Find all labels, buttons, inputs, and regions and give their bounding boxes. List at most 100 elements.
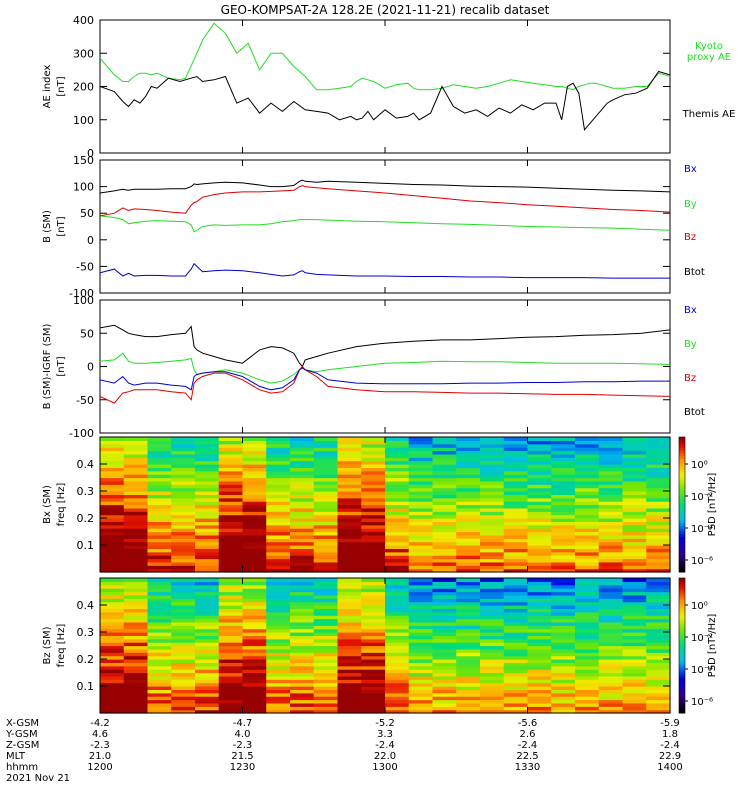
spectrogram-cell — [361, 548, 386, 553]
spectrogram-cell — [575, 494, 600, 499]
spectrogram-cell — [195, 638, 220, 643]
spectrogram-cell — [551, 682, 576, 687]
spectrogram-cell — [171, 528, 196, 533]
spectrogram-cell — [147, 699, 172, 704]
spectrogram-cell — [147, 645, 172, 650]
spectrogram-cell — [242, 702, 267, 707]
spectrogram-cell — [266, 453, 291, 458]
spectrogram-cell — [195, 474, 220, 479]
spectrogram-cell — [480, 541, 505, 546]
spectrogram-cell — [551, 709, 576, 714]
spectrogram-cell — [123, 699, 149, 704]
spectrogram-cell — [313, 652, 339, 657]
spectrogram-cell — [313, 545, 339, 549]
spectrogram-cell — [242, 605, 267, 609]
spectrogram-cell — [575, 618, 600, 623]
spectrogram-cell — [242, 480, 267, 485]
spectrogram-cell — [290, 682, 315, 687]
spectrogram-cell — [551, 706, 576, 711]
spectrogram-cell — [432, 531, 457, 536]
spectrogram-cell — [598, 555, 624, 560]
spectrogram-cell — [195, 457, 220, 462]
spectrogram-cell — [195, 521, 220, 526]
spectrogram-cell — [242, 453, 267, 458]
spectrogram-cell — [290, 689, 315, 694]
spectrogram-cell — [527, 548, 552, 553]
spectrogram-cell — [646, 568, 671, 573]
spectrogram-cell — [527, 511, 552, 516]
spectrogram-cell — [313, 558, 339, 563]
spectrogram-cell — [361, 467, 386, 472]
spectrogram-cell — [337, 648, 362, 653]
spectrogram-cell — [242, 524, 267, 529]
spectrogram-cell — [456, 672, 481, 677]
spectrogram-cell — [171, 672, 196, 677]
spectrogram-cell — [503, 659, 529, 663]
spectrogram-cell — [361, 696, 386, 701]
spectrogram-cell — [337, 601, 362, 606]
spectrogram-cell — [385, 638, 410, 643]
spectrogram-cell — [598, 514, 624, 519]
spectrogram-cell — [575, 608, 600, 613]
spectrogram-cell — [480, 594, 505, 599]
spectrogram-cell — [171, 659, 196, 663]
spectrogram-cell — [408, 548, 434, 553]
spectrogram-cell — [622, 524, 647, 529]
spectrogram-cell — [646, 686, 671, 690]
spectrogram-cell — [337, 470, 362, 475]
spectrogram-cell — [123, 605, 149, 609]
spectrogram-cell — [598, 594, 624, 599]
spectrogram-cell — [480, 457, 505, 462]
spectrogram-cell — [575, 665, 600, 670]
spectrogram-cell — [480, 591, 505, 596]
spectrogram-cell — [503, 621, 529, 626]
colorbar-swatch — [679, 704, 685, 709]
spectrogram-cell — [123, 672, 149, 677]
spectrogram-cell — [646, 450, 671, 455]
spectrogram-cell — [290, 528, 315, 533]
spectrogram-cell — [100, 558, 125, 563]
spectrogram-cell — [551, 437, 576, 441]
spectrogram-cell — [218, 696, 244, 701]
spectrogram-cell — [551, 541, 576, 546]
spectrogram-cell — [171, 625, 196, 630]
spectrogram-cell — [147, 568, 172, 573]
spectrogram-cell — [408, 659, 434, 663]
spectrogram-cell — [290, 511, 315, 516]
spectrogram-cell — [290, 621, 315, 626]
spectrogram-cell — [456, 699, 481, 704]
spectrogram-cell — [456, 491, 481, 495]
spectrogram-cell — [195, 460, 220, 465]
spectrogram-cell — [646, 594, 671, 599]
spectrogram-cell — [385, 598, 410, 603]
spectrogram-cell — [622, 541, 647, 546]
spectrogram-cell — [456, 541, 481, 546]
spectrogram-cell — [527, 621, 552, 626]
spectrogram-cell — [337, 696, 362, 701]
spectrogram-cell — [646, 709, 671, 714]
spectrogram-cell — [195, 484, 220, 489]
spectrogram-cell — [218, 484, 244, 489]
colorbar-label: PSD [nT²/Hz] — [707, 473, 718, 537]
colorbar-swatch — [679, 615, 685, 619]
spectrogram-cell — [171, 467, 196, 472]
spectrogram-cell — [385, 628, 410, 633]
spectrogram-cell — [385, 675, 410, 680]
spectrogram-cell — [622, 689, 647, 694]
spectrogram-cell — [408, 665, 434, 670]
spectrogram-cell — [195, 548, 220, 553]
colorbar-swatch — [679, 578, 685, 582]
spectrogram-cell — [503, 672, 529, 677]
spectrogram-cell — [266, 625, 291, 630]
spectrogram-cell — [123, 531, 149, 536]
spectrogram-cell — [218, 584, 244, 589]
spectrogram-cell — [218, 615, 244, 620]
spectrogram-cell — [432, 638, 457, 643]
spectrogram-cell — [171, 534, 196, 539]
spectrogram-cell — [622, 460, 647, 465]
spectrogram-cell — [171, 437, 196, 441]
spectrogram-cell — [480, 679, 505, 684]
spectrogram-cell — [171, 699, 196, 704]
spectrogram-cell — [551, 645, 576, 650]
